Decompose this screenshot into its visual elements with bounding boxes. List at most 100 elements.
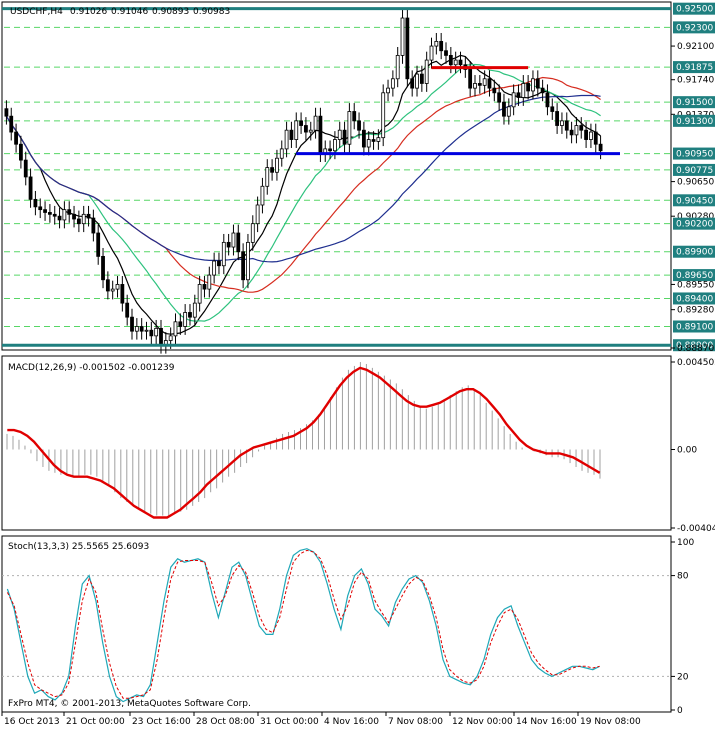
bear-candle bbox=[477, 83, 482, 86]
chart-header: USDCHF,H4 0.91026 0.91046 0.90893 0.9098… bbox=[10, 7, 230, 17]
bear-candle bbox=[458, 59, 463, 66]
bull-candle bbox=[255, 204, 260, 225]
bull-candle bbox=[173, 321, 178, 337]
stoch-axis-label: 100 bbox=[677, 538, 694, 548]
bull-candle bbox=[246, 241, 250, 281]
bull-candle bbox=[275, 157, 279, 173]
bear-candle bbox=[579, 125, 584, 131]
bull-candle bbox=[434, 40, 439, 47]
price-tag-label: 0.89400 bbox=[676, 294, 713, 304]
bull-candle bbox=[192, 302, 197, 318]
bear-candle bbox=[96, 232, 101, 257]
bear-candle bbox=[139, 326, 144, 332]
macd-indicator: 0.004502 0.00 -0.00404 bbox=[6, 358, 715, 534]
bear-candle bbox=[52, 213, 57, 217]
bear-candle bbox=[188, 312, 192, 318]
bull-candle bbox=[589, 131, 593, 140]
ohlc-high: 0.91046 bbox=[111, 7, 148, 17]
time-tick-label: 7 Nov 08:00 bbox=[388, 717, 443, 727]
bear-candle bbox=[448, 55, 453, 66]
bear-candle bbox=[516, 92, 521, 98]
bear-candle bbox=[569, 129, 574, 136]
bear-candle bbox=[86, 213, 91, 219]
bear-candle bbox=[502, 101, 506, 117]
price-tag-label: 0.90950 bbox=[676, 150, 713, 160]
macd-axis-label: 0.004502 bbox=[677, 358, 715, 368]
macd-label: MACD(12,26,9) -0.001502 -0.001239 bbox=[8, 363, 175, 373]
bear-candle bbox=[105, 279, 110, 292]
price-tag-label: 0.92500 bbox=[676, 5, 713, 15]
bull-candle bbox=[424, 59, 429, 84]
bull-candle bbox=[453, 59, 458, 66]
price-tag-label: 0.89650 bbox=[676, 271, 713, 281]
bear-candle bbox=[130, 316, 134, 332]
bear-candle bbox=[405, 17, 410, 80]
bull-candle bbox=[265, 167, 270, 187]
bear-candle bbox=[236, 232, 241, 253]
time-tick-label: 12 Nov 00:00 bbox=[452, 717, 513, 727]
price-tag-label: 0.90200 bbox=[676, 220, 713, 230]
bear-candle bbox=[410, 78, 415, 89]
bull-candle bbox=[381, 92, 386, 139]
price-tag-label: 0.89900 bbox=[676, 248, 713, 258]
bear-candle bbox=[497, 92, 502, 103]
stoch-axis-label: 0 bbox=[677, 706, 683, 716]
symbol-label: USDCHF,H4 bbox=[10, 7, 63, 17]
copyright-text: FxPro MT4, © 2001-2013, MetaQuotes Softw… bbox=[8, 699, 251, 709]
bear-candle bbox=[149, 329, 154, 337]
time-tick-label: 31 Oct 00:00 bbox=[260, 717, 319, 727]
time-tick-label: 28 Oct 08:00 bbox=[196, 717, 255, 727]
bull-candle bbox=[473, 83, 477, 89]
price-tag bbox=[673, 339, 715, 352]
price-tag-label: 0.89100 bbox=[676, 323, 713, 333]
bull-candle bbox=[308, 129, 313, 133]
bear-candle bbox=[357, 120, 361, 131]
bull-candle bbox=[390, 78, 395, 89]
stoch-main-line bbox=[6, 548, 600, 703]
price-tag-label: 0.91300 bbox=[676, 117, 713, 127]
bear-candle bbox=[43, 209, 47, 213]
bull-candle bbox=[531, 78, 535, 92]
bull-candle bbox=[429, 45, 434, 61]
bull-candle bbox=[332, 139, 337, 152]
bear-candle bbox=[120, 284, 125, 304]
price-tag bbox=[673, 21, 715, 34]
bear-candle bbox=[178, 321, 183, 327]
bear-candle bbox=[38, 206, 43, 211]
bear-candle bbox=[125, 302, 130, 318]
bear-candle bbox=[328, 148, 332, 152]
bull-candle bbox=[110, 288, 115, 292]
stoch-pane-frame bbox=[1, 535, 672, 713]
price-tag bbox=[673, 217, 715, 230]
price-tag bbox=[673, 320, 715, 333]
price-tick-label: 0.89280 bbox=[677, 306, 714, 316]
price-tag bbox=[673, 292, 715, 305]
bear-candle bbox=[545, 92, 550, 108]
time-tick-label: 4 Nov 16:00 bbox=[324, 717, 379, 727]
bull-candle bbox=[511, 92, 516, 108]
bull-candle bbox=[400, 17, 405, 56]
macd-axis-label: 0.00 bbox=[677, 445, 697, 455]
bear-candle bbox=[318, 115, 323, 154]
bull-candle bbox=[115, 284, 120, 290]
bull-candle bbox=[207, 274, 212, 290]
price-tag bbox=[673, 269, 715, 282]
price-tick-label: 0.89550 bbox=[677, 280, 714, 290]
bear-candle bbox=[564, 120, 569, 131]
price-tick-label: 0.88870 bbox=[677, 344, 714, 354]
price-tag bbox=[673, 114, 715, 127]
bear-candle bbox=[76, 218, 81, 225]
bull-candle bbox=[366, 139, 371, 148]
bull-candle bbox=[337, 129, 342, 140]
bear-candle bbox=[101, 255, 105, 281]
macd-axis-label: -0.00404 bbox=[677, 524, 715, 534]
stochastic-indicator: 100 80 20 0 bbox=[2, 538, 694, 716]
time-tick-label: 23 Oct 16:00 bbox=[132, 717, 191, 727]
bear-candle bbox=[468, 69, 473, 89]
ohlc-open: 0.91026 bbox=[70, 7, 107, 17]
stoch-label: Stoch(13,3,3) 25.5565 25.6093 bbox=[8, 542, 149, 552]
price-tag bbox=[673, 2, 715, 15]
price-tag bbox=[673, 194, 715, 207]
